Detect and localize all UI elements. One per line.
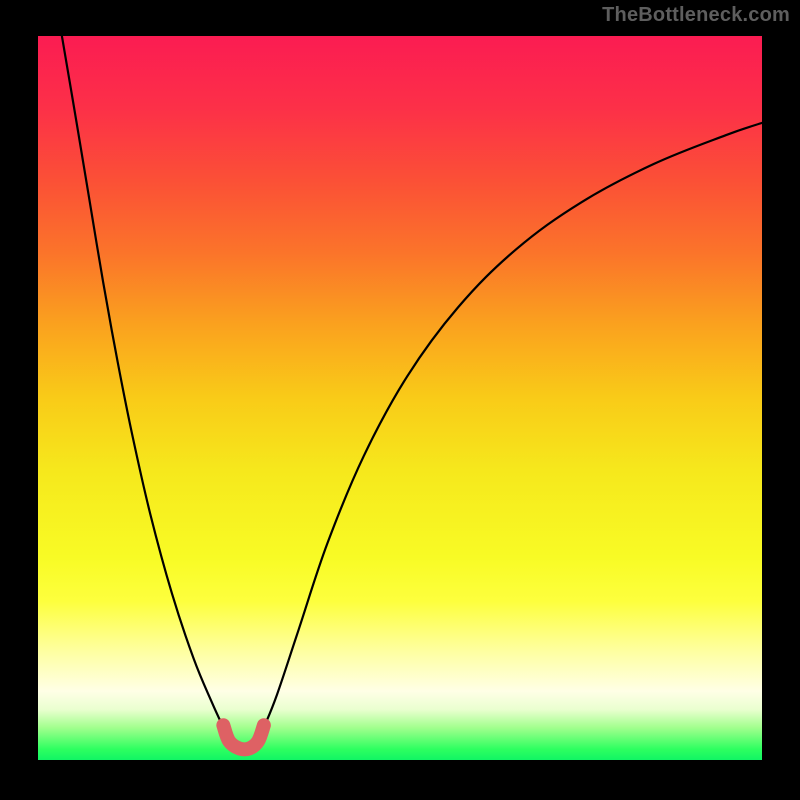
chart-svg <box>0 0 800 800</box>
attribution-text: TheBottleneck.com <box>602 4 790 27</box>
chart-stage: TheBottleneck.com <box>0 0 800 800</box>
plot-area <box>38 36 762 760</box>
